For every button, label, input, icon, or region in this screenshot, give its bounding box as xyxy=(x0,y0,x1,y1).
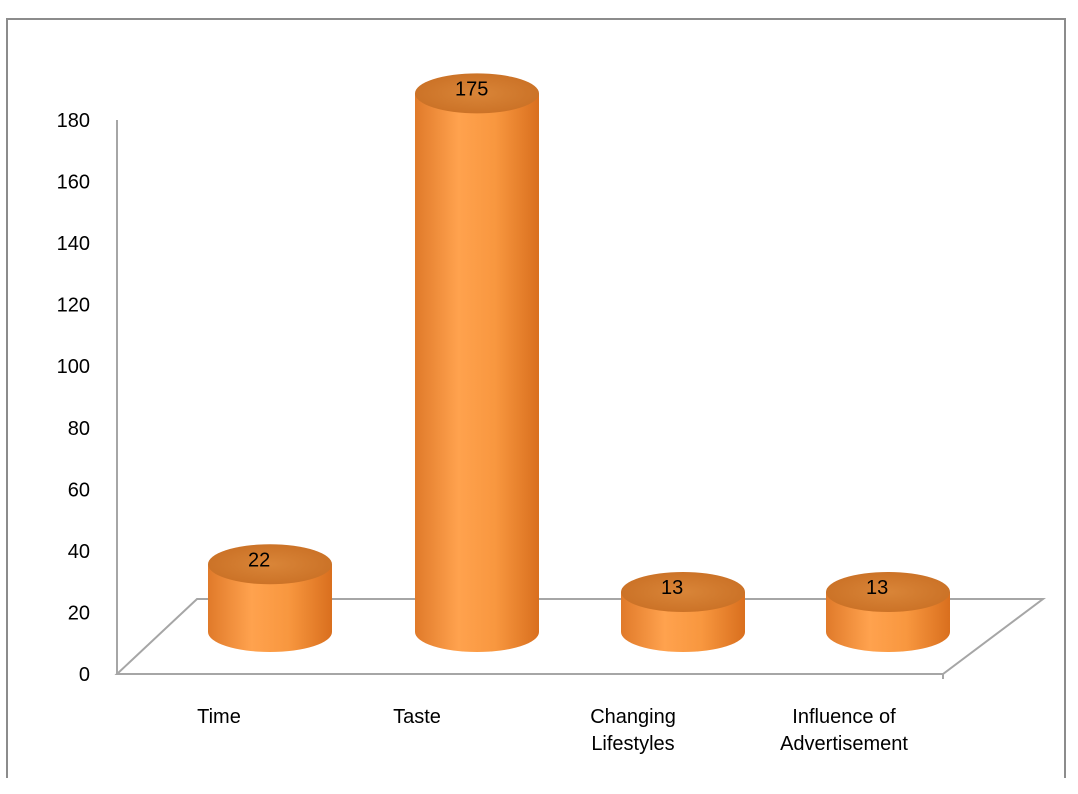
bar-top xyxy=(826,571,950,612)
y-tick-label: 120 xyxy=(57,295,90,317)
bar xyxy=(621,571,745,652)
data-label: 22 xyxy=(248,549,270,571)
labels: 0 20 40 60 80 100 120 140 160 180 22 175 13 13 Time Tas… xyxy=(57,78,909,755)
x-tick-label: Taste xyxy=(393,706,441,728)
y-tick-label: 0 xyxy=(79,664,90,686)
y-tick-label: 180 xyxy=(57,110,90,132)
x-tick-label: Changing Lifestyles xyxy=(590,706,676,755)
bar xyxy=(826,571,950,652)
bars xyxy=(208,73,950,652)
bar-top xyxy=(208,544,332,585)
y-tick-label: 80 xyxy=(68,418,90,440)
y-tick-label: 140 xyxy=(57,233,90,255)
y-tick-label: 60 xyxy=(68,479,90,501)
bar-top xyxy=(415,73,539,114)
bar xyxy=(415,73,539,652)
y-tick-label: 160 xyxy=(57,172,90,194)
y-tick-label: 40 xyxy=(68,541,90,563)
bar-body xyxy=(415,93,539,652)
y-tick-label: 20 xyxy=(68,602,90,624)
bar-top xyxy=(621,571,745,612)
data-label: 13 xyxy=(866,577,888,599)
bar-body xyxy=(208,564,332,652)
axes xyxy=(114,120,1046,679)
x-tick-label: Time xyxy=(197,706,241,728)
data-label: 13 xyxy=(661,577,683,599)
chart-frame xyxy=(6,18,1066,778)
y-tick-label: 100 xyxy=(57,356,90,378)
data-label: 175 xyxy=(455,78,488,100)
x-tick-label: Influence of Advertisement xyxy=(780,706,908,755)
bar xyxy=(208,544,332,652)
chart-floor xyxy=(114,598,1046,675)
